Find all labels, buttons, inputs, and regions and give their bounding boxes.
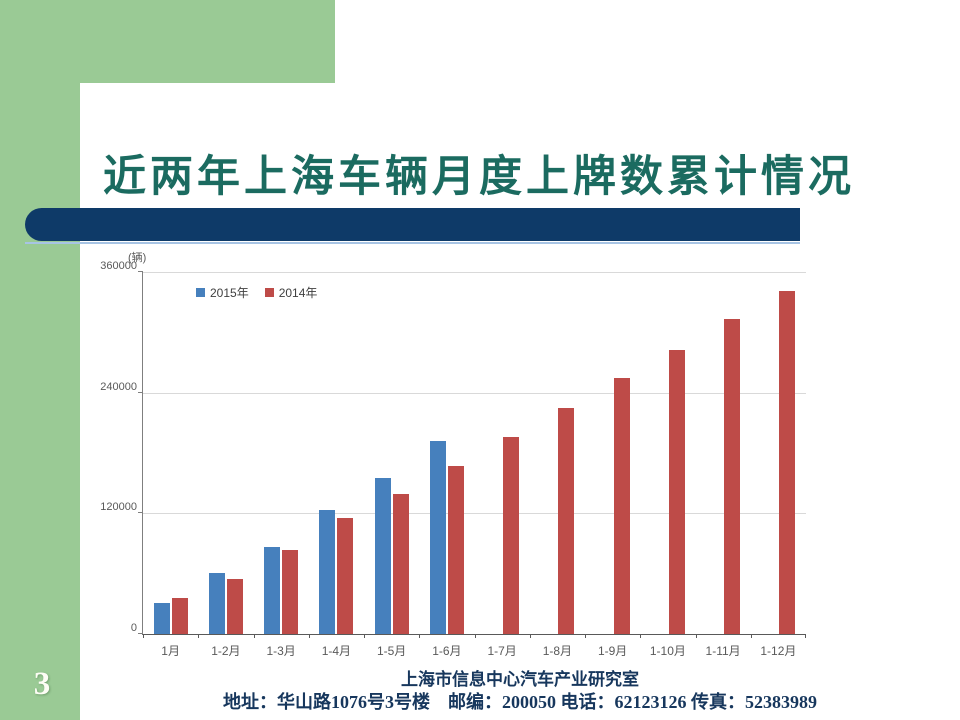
x-label-1-2月: 1-2月	[211, 644, 241, 658]
bar-2015年-1-5月	[374, 478, 391, 634]
x-label-1-4月: 1-4月	[321, 644, 352, 658]
legend-item-2014年: 2014年	[264, 284, 318, 301]
x-tick-mark	[474, 634, 476, 638]
bar-2015年-1-2月	[208, 572, 225, 634]
bar-2014年-1-3月	[282, 549, 299, 634]
bar-2014年-1-8月	[558, 407, 575, 634]
x-tick-mark	[695, 634, 697, 638]
x-tick-mark	[364, 634, 365, 638]
x-tick-mark	[198, 634, 200, 638]
bar-2014年-1-5月	[392, 494, 409, 634]
bar-2014年-1月	[171, 597, 188, 634]
x-tick-mark	[419, 634, 421, 638]
bar-2015年-1-3月	[264, 546, 281, 634]
x-label-1-12月: 1-12月	[760, 644, 797, 658]
y-tick-mark	[138, 391, 143, 393]
x-label-1-6月: 1-6月	[432, 644, 462, 658]
legend-label-2014年: 2014年	[278, 286, 318, 300]
title-underline-accent	[25, 242, 800, 244]
x-tick-mark	[750, 634, 752, 638]
top-green-band	[0, 0, 335, 83]
bar-2014年-1-6月	[447, 466, 464, 634]
x-label-1-11月: 1-11月	[705, 644, 741, 658]
bar-2015年-1-4月	[319, 510, 336, 634]
x-tick-mark	[529, 634, 531, 638]
y-tick-label-0: 0	[130, 622, 137, 634]
y-tick-mark	[138, 633, 143, 634]
bar-2014年-1-10月	[668, 350, 685, 634]
bar-2014年-1-9月	[613, 377, 630, 634]
legend-label-2015年: 2015年	[210, 286, 249, 300]
y-tick-mark	[138, 512, 143, 514]
bar-2014年-1-2月	[226, 578, 243, 634]
gridline-360000	[143, 272, 806, 273]
chart-legend: 2015年 2014年	[196, 284, 317, 301]
content-panel	[80, 83, 960, 720]
footer-organization: 上海市信息中心汽车产业研究室	[401, 670, 639, 689]
x-label-1-3月: 1-3月	[266, 644, 296, 658]
legend-item-2015年: 2015年	[196, 284, 249, 301]
x-tick-mark	[640, 634, 642, 638]
bar-2014年-1-11月	[724, 319, 741, 634]
x-tick-mark	[805, 634, 806, 638]
bar-2014年-1-7月	[503, 436, 520, 634]
y-tick-mark	[138, 271, 143, 272]
bar-2015年-1月	[153, 602, 170, 634]
bar-2014年-1-4月	[337, 518, 354, 634]
legend-swatch-2015年	[196, 288, 205, 297]
gridline-120000	[143, 513, 806, 515]
x-tick-mark	[143, 634, 144, 638]
footer-address: 地址：华山路1076号3号楼 邮编：200050 电话：62123126 传真：…	[223, 692, 817, 712]
chart-plot: 2015年 2014年 1月 1-2月 1-3月 1-4月 1-5月 1-6月 1-7月 1-8…	[138, 271, 806, 658]
x-label-1-10月: 1-10月	[649, 644, 686, 658]
left-green-strip	[0, 0, 80, 720]
x-tick-mark	[308, 634, 310, 638]
y-axis-unit-label: (辆)	[128, 252, 147, 264]
y-tick-label-240000: 240000	[100, 380, 137, 393]
x-label-1月: 1月	[161, 644, 180, 658]
slide-footer: 上海市信息中心汽车产业研究室 地址：华山路1076号3号楼 邮编：200050 …	[80, 669, 960, 714]
bar-2014年-1-12月	[779, 291, 796, 634]
y-axis-labels: 0 120000 240000 360000	[85, 260, 137, 634]
gridline-240000	[143, 392, 806, 394]
title-underline-bar	[25, 208, 800, 241]
y-tick-label-360000: 360000	[100, 260, 137, 272]
bar-2015年-1-6月	[429, 440, 446, 634]
slide-title: 近两年上海车辆月度上牌数累计情况	[103, 154, 855, 201]
x-label-1-7月: 1-7月	[487, 644, 517, 658]
x-label-1-5月: 1-5月	[376, 644, 407, 658]
x-label-1-9月: 1-9月	[597, 644, 628, 658]
x-tick-mark	[585, 634, 586, 638]
x-tick-mark	[253, 634, 255, 638]
legend-swatch-2014年	[264, 288, 274, 297]
page-number: 3	[33, 666, 51, 702]
y-tick-label-120000: 120000	[100, 501, 137, 514]
x-label-1-8月: 1-8月	[542, 644, 573, 658]
